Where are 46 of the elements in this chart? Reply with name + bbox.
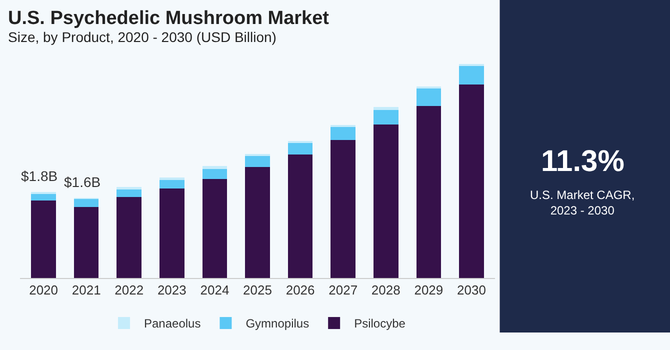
bar [116,190,142,197]
bar [459,66,484,84]
legend-label: Panaeolus [144,316,201,331]
bar [116,186,142,190]
bar [160,178,184,180]
bar [202,169,228,179]
x-tick-label: 2023 [157,282,186,298]
bar [373,124,398,278]
bar [459,84,484,278]
x-tick-label: 2021 [72,282,101,298]
bar [31,193,56,200]
annotation: $1.6B [64,174,101,190]
x-tick-label: 2024 [200,282,230,298]
bar [202,166,228,169]
bar [330,140,356,278]
x-tick-label: 2028 [371,282,400,298]
bar [74,198,99,207]
x-tick-label: 2025 [243,282,272,298]
bar [416,88,442,106]
x-tick-label: 2027 [328,282,358,298]
x-tick-label: 2026 [286,282,315,298]
bar [288,142,313,154]
bar [245,156,270,167]
bar [202,178,228,278]
legend-label: Psilocybe [354,316,406,331]
x-tick-label: 2030 [457,282,486,298]
bar [245,166,270,278]
x-tick-label: 2022 [114,282,144,298]
bar [330,126,356,140]
annotation: $1.8B [21,168,58,184]
chart-title: U.S. Psychedelic Mushroom Market [8,8,330,29]
x-tick-label: 2029 [414,282,444,298]
x-tick-label: 2020 [29,282,58,298]
bar [160,180,184,189]
text: 11.3% [541,145,624,178]
bar [160,188,184,278]
bar [288,154,313,278]
text: U.S. Market CAGR, 2023 - 2030 [530,188,635,218]
bar [373,110,398,124]
bar [74,206,99,278]
bar [31,200,56,278]
legend-label: Gymnopilus [246,316,310,331]
chart-subtitle: Size, by Product, 2020 - 2030 (USD Billion) [8,29,276,45]
bar [416,106,442,278]
bar [116,197,142,278]
bar [373,107,398,110]
